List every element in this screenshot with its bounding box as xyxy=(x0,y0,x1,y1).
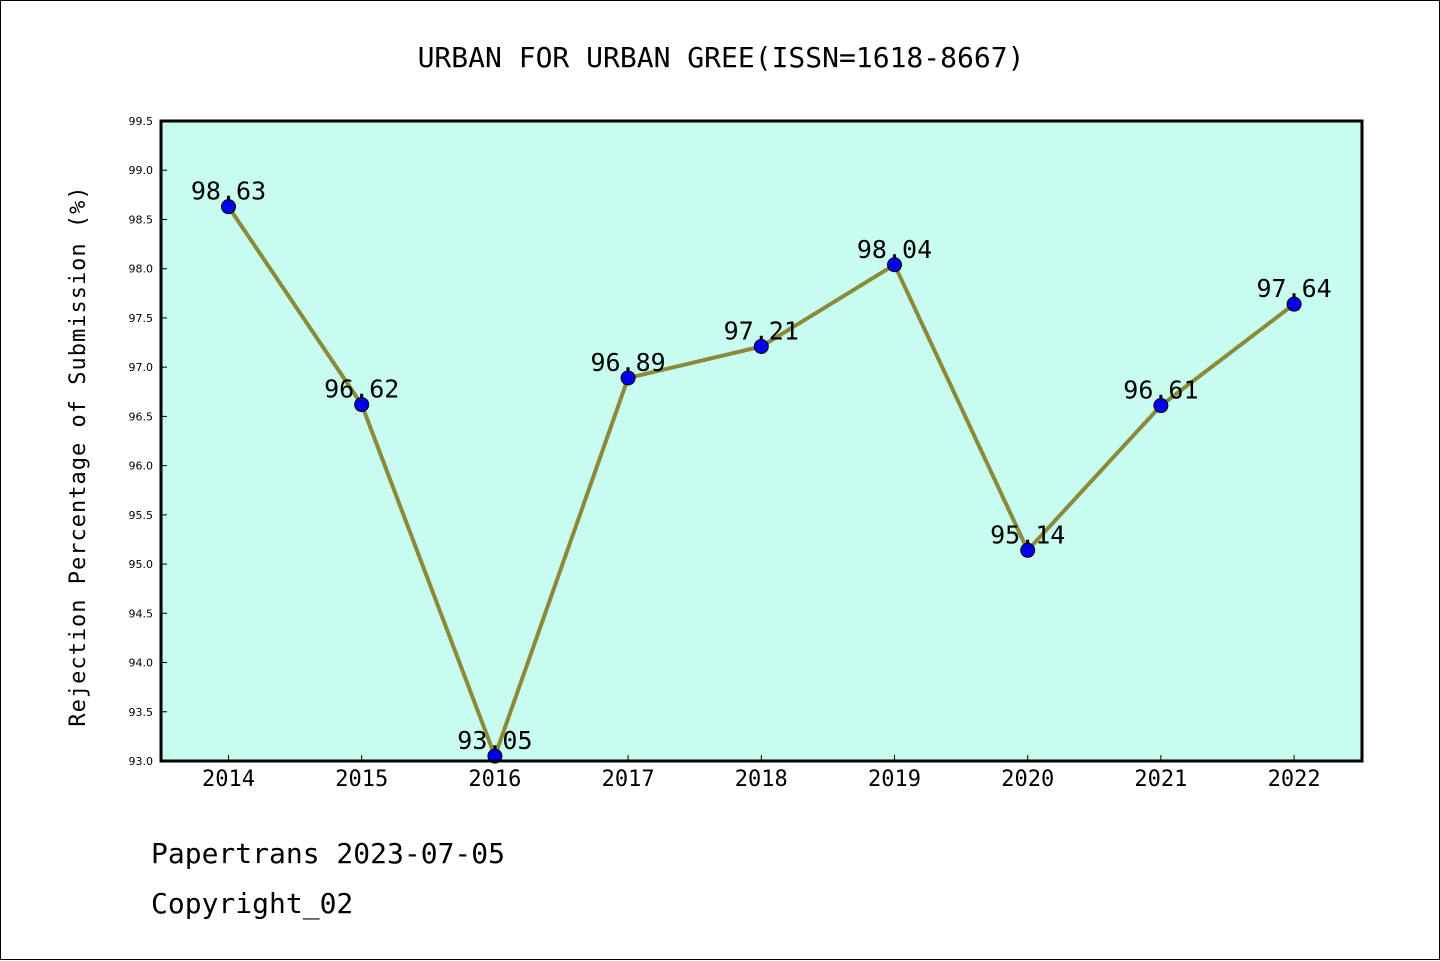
x-tick-label: 2020 xyxy=(1001,767,1054,792)
data-value-label: 95.14 xyxy=(990,520,1065,549)
data-point-marker xyxy=(354,397,370,413)
data-point-marker xyxy=(221,199,236,215)
y-tick-label: 95.0 xyxy=(129,558,154,571)
x-tick-label: 2015 xyxy=(335,767,388,792)
data-value-label: 98.63 xyxy=(191,177,266,206)
y-axis: 93.0 93.5 94.0 94.5 95.0 95.5 96.0 96.5 97.0 97.5… xyxy=(129,115,167,768)
y-tick-label: 94.0 xyxy=(129,657,154,670)
x-tick-label: 2022 xyxy=(1268,767,1321,792)
y-tick-label: 99.5 xyxy=(129,115,154,128)
y-tick-label: 95.5 xyxy=(129,509,154,522)
x-tick-label: 2014 xyxy=(202,767,255,792)
y-tick-label: 99.0 xyxy=(129,164,154,177)
y-tick-label: 97.0 xyxy=(129,361,154,374)
data-value-label: 98.04 xyxy=(857,235,932,264)
plot-area xyxy=(161,121,1362,761)
data-point-marker xyxy=(1020,542,1036,558)
data-point-marker xyxy=(1286,296,1302,312)
footer-copyright-text: Copyright_02 xyxy=(151,887,354,920)
data-value-label: 93.05 xyxy=(457,726,532,755)
data-point-marker xyxy=(1153,398,1169,414)
series-line-group: 98.63 96.62 93.05 96.89 97.21 98.04 95.14 96.61… xyxy=(191,177,1332,764)
data-value-label: 97.21 xyxy=(724,316,799,345)
chart-title: URBAN FOR URBAN GREE(ISSN=1618-8667) xyxy=(418,41,1025,74)
x-axis: 2014 2015 2016 2017 2018 2019 2020 2021 2022 xyxy=(202,755,1321,792)
data-point-marker xyxy=(753,338,769,354)
x-tick-label: 2018 xyxy=(735,767,788,792)
y-tick-label: 93.0 xyxy=(129,755,154,768)
x-tick-label: 2019 xyxy=(868,767,921,792)
x-tick-label: 2016 xyxy=(468,767,521,792)
y-axis-label: Rejection Percentage of Submission (%) xyxy=(66,185,91,726)
y-tick-label: 93.5 xyxy=(129,706,154,719)
plot-border xyxy=(159,119,1364,763)
y-tick-label: 96.0 xyxy=(129,460,154,473)
x-tick-label: 2021 xyxy=(1134,767,1187,792)
data-value-label: 96.61 xyxy=(1123,376,1198,405)
data-value-label: 96.62 xyxy=(324,375,399,404)
y-tick-label: 97.5 xyxy=(129,312,154,325)
y-tick-label: 94.5 xyxy=(129,607,154,620)
footer-date-text: Papertrans 2023-07-05 xyxy=(151,837,506,870)
x-tick-label: 2017 xyxy=(602,767,655,792)
data-value-label: 97.64 xyxy=(1256,274,1331,303)
data-point-marker xyxy=(887,257,902,273)
y-tick-label: 96.5 xyxy=(129,410,154,423)
data-point-marker xyxy=(620,370,636,386)
data-value-label: 96.89 xyxy=(590,348,665,377)
y-tick-label: 98.5 xyxy=(129,213,154,226)
y-tick-label: 98.0 xyxy=(129,263,154,276)
